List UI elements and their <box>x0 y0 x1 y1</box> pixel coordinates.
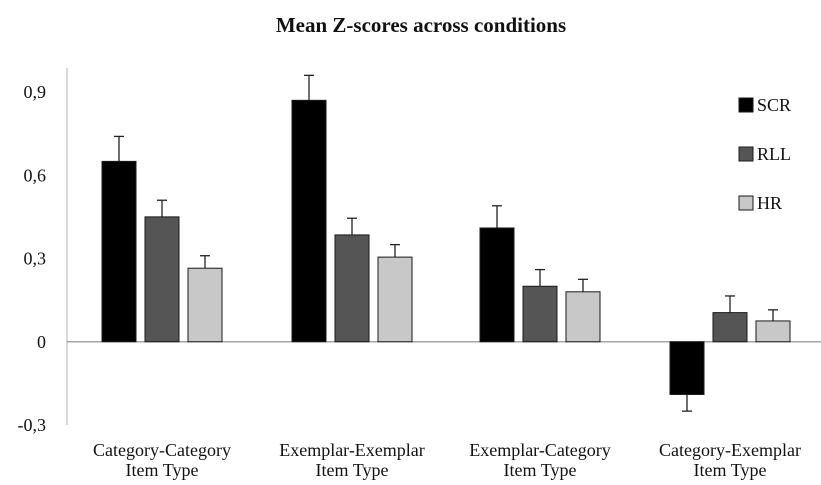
bar-rll <box>334 234 370 343</box>
category-label: Exemplar-Category <box>469 440 611 460</box>
legend-label-scr: SCR <box>757 95 791 115</box>
bar-rll <box>522 285 558 343</box>
bar-scr <box>101 160 137 343</box>
legend-swatch-hr <box>738 195 754 211</box>
bars <box>101 74 791 412</box>
bar-rll <box>712 312 748 343</box>
bar-scr <box>669 341 705 395</box>
bar-rll <box>144 216 180 343</box>
category-label: Item Type <box>504 460 577 480</box>
y-tick-label: 0,9 <box>24 82 47 102</box>
chart-title: Mean Z-scores across conditions <box>276 13 566 37</box>
category-label: Category-Exemplar <box>659 440 801 460</box>
bar-hr <box>377 256 413 343</box>
y-tick-label: 0 <box>37 332 46 352</box>
category-label: Item Type <box>126 460 199 480</box>
y-tick-label: 0,3 <box>24 249 47 269</box>
category-label: Exemplar-Exemplar <box>279 440 425 460</box>
y-tick-label: 0,6 <box>24 165 47 185</box>
category-label: Item Type <box>694 460 767 480</box>
bar-scr <box>291 99 327 343</box>
bar-scr <box>479 227 515 343</box>
bar-hr <box>755 320 791 343</box>
legend-swatch-scr <box>738 97 754 113</box>
bar-hr <box>565 291 601 343</box>
category-label: Category-Category <box>93 440 231 460</box>
legend-label-hr: HR <box>757 193 782 213</box>
legend: SCR RLL HR <box>738 95 791 213</box>
bar-hr <box>187 267 223 343</box>
y-tick-label: -0,3 <box>18 415 47 435</box>
legend-label-rll: RLL <box>757 144 791 164</box>
legend-swatch-rll <box>738 146 754 162</box>
category-label: Item Type <box>316 460 389 480</box>
